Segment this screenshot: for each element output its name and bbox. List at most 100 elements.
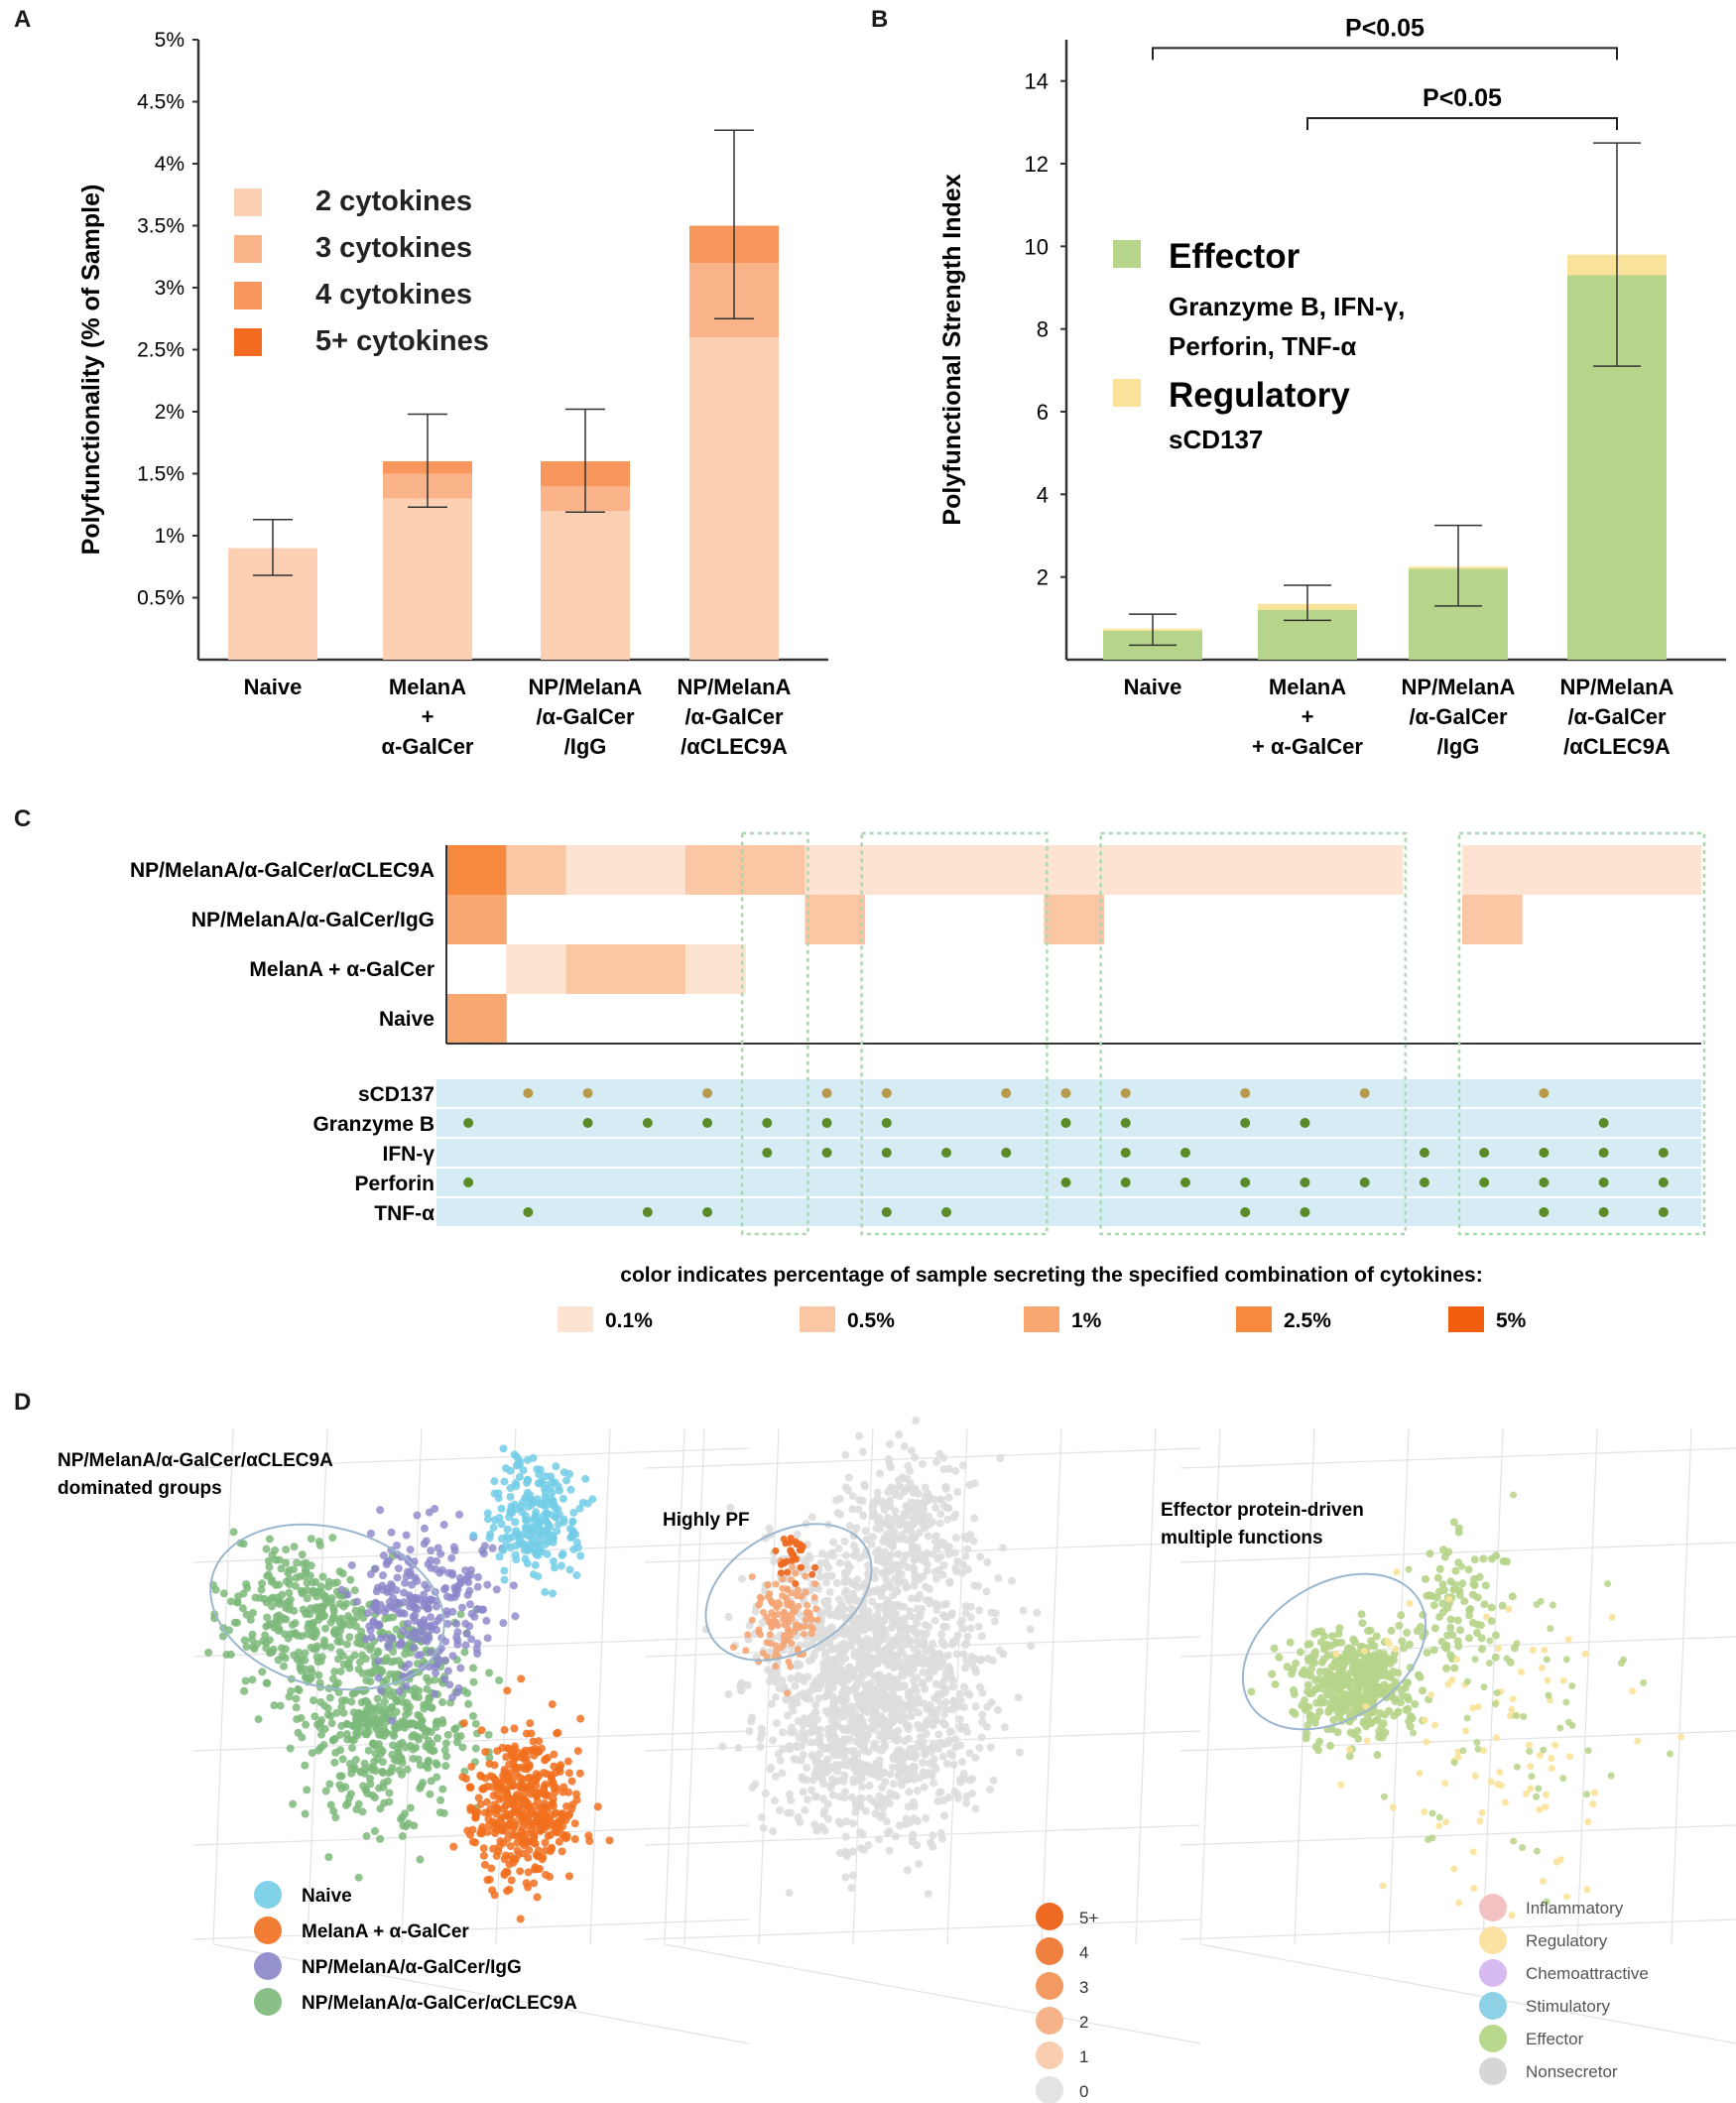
scatter-point (480, 1860, 489, 1869)
scatter-point (1487, 1617, 1496, 1626)
scatter-point (239, 1540, 248, 1548)
scatter-point (774, 1749, 783, 1758)
scatter-point (463, 1572, 472, 1581)
scatter-point (888, 1651, 897, 1660)
scatter-point (1296, 1648, 1304, 1657)
y-tick-label: 0.5% (137, 587, 185, 610)
scatter-point (1364, 1680, 1373, 1689)
scatter-point (1545, 1691, 1552, 1699)
scatter-point (424, 1758, 433, 1767)
scatter-point (423, 1684, 432, 1693)
scatter-point (226, 1650, 235, 1659)
legend-swatch (234, 282, 262, 309)
scatter-point (796, 1624, 804, 1632)
scatter-point (1319, 1684, 1328, 1693)
scatter-point (459, 1719, 468, 1728)
scatter-point (830, 1695, 839, 1704)
scatter-legend-marker (1036, 2041, 1063, 2069)
scatter-point (298, 1632, 307, 1641)
scatter-point (778, 1769, 787, 1778)
scatter-point (1458, 1579, 1467, 1588)
scatter-point (933, 1695, 942, 1704)
scatter-point (909, 1485, 918, 1494)
cytokine-dot (762, 1148, 773, 1158)
cytokine-dot (463, 1118, 474, 1128)
scatter-point (563, 1757, 572, 1766)
scatter-point (445, 1680, 454, 1689)
scatter-point (920, 1550, 929, 1559)
scatter-point (936, 1828, 945, 1837)
scatter-point (378, 1758, 387, 1767)
heatmap-row-label: MelanA + α-GalCer (249, 958, 434, 981)
scatter-point (310, 1712, 319, 1721)
scatter-point (870, 1766, 879, 1775)
scatter-point (807, 1786, 816, 1794)
scatter-point (793, 1530, 802, 1539)
heatmap-cell (864, 845, 926, 895)
scatter-point (339, 1708, 348, 1717)
scatter-point (387, 1580, 396, 1589)
scatter-point (1326, 1741, 1335, 1750)
scatter-point (443, 1730, 452, 1739)
scatter-point (1391, 1677, 1400, 1686)
grid-line (1179, 1542, 1736, 1563)
scatter-point (324, 1853, 333, 1862)
scatter-legend-label: 1 (1079, 2047, 1088, 2066)
scatter-point (1403, 1628, 1412, 1637)
scatter-point (1547, 1625, 1554, 1633)
scatter-point (487, 1864, 496, 1873)
scatter-point (289, 1799, 298, 1808)
scatter-point (1312, 1712, 1321, 1721)
scatter-point (573, 1747, 582, 1756)
scatter-point (514, 1802, 523, 1811)
scatter-point (509, 1581, 518, 1590)
scatter-point (1512, 1711, 1520, 1719)
scatter-point (1508, 1592, 1517, 1601)
scatter-point (477, 1772, 486, 1781)
scatter-point (554, 1728, 562, 1737)
scatter-point (361, 1714, 370, 1723)
scatter-point (593, 1802, 602, 1811)
scatter-point (263, 1613, 272, 1622)
scatter-point (1583, 1886, 1591, 1894)
scatter-point (1442, 1641, 1450, 1649)
scatter-point (1270, 1644, 1279, 1653)
scatter-point (336, 1614, 345, 1623)
scatter-point (822, 1667, 831, 1675)
scatter-point (430, 1746, 438, 1755)
scatter-point (1337, 1667, 1346, 1675)
scatter-point (849, 1819, 858, 1828)
scatter-point (771, 1618, 779, 1626)
scatter-point (903, 1511, 912, 1520)
scatter-point (1453, 1656, 1461, 1664)
scatter-point (1559, 1775, 1567, 1783)
significance-bracket (1306, 117, 1618, 131)
scatter-point (364, 1669, 373, 1677)
scatter-point (545, 1815, 554, 1824)
grid-line (1294, 1427, 1315, 1945)
scatter-point (928, 1518, 936, 1527)
scatter-point (1357, 1610, 1366, 1619)
scatter-point (434, 1734, 442, 1743)
scatter-point (506, 1852, 515, 1861)
scatter-point (1584, 1747, 1592, 1755)
combination-group-box (740, 831, 809, 1236)
scatter-point (326, 1711, 335, 1720)
scatter-point (275, 1625, 284, 1634)
scatter-point (764, 1581, 772, 1589)
scatter-point (443, 1667, 452, 1675)
scatter-point (437, 1565, 446, 1574)
scatter-point (368, 1791, 377, 1799)
x-category-label: /αCLEC9A (681, 734, 788, 759)
scatter-point (1491, 1631, 1500, 1640)
scatter-point (415, 1693, 424, 1702)
scatter-point (497, 1504, 506, 1513)
scatter-point (1505, 1605, 1513, 1613)
scatter-point (1564, 1636, 1572, 1644)
scatter-point (860, 1654, 869, 1663)
scatter-point (946, 1672, 955, 1681)
scatter-point (904, 1687, 913, 1696)
scatter-point (515, 1472, 524, 1481)
scatter-point (399, 1626, 408, 1635)
scatter-point (465, 1600, 474, 1609)
